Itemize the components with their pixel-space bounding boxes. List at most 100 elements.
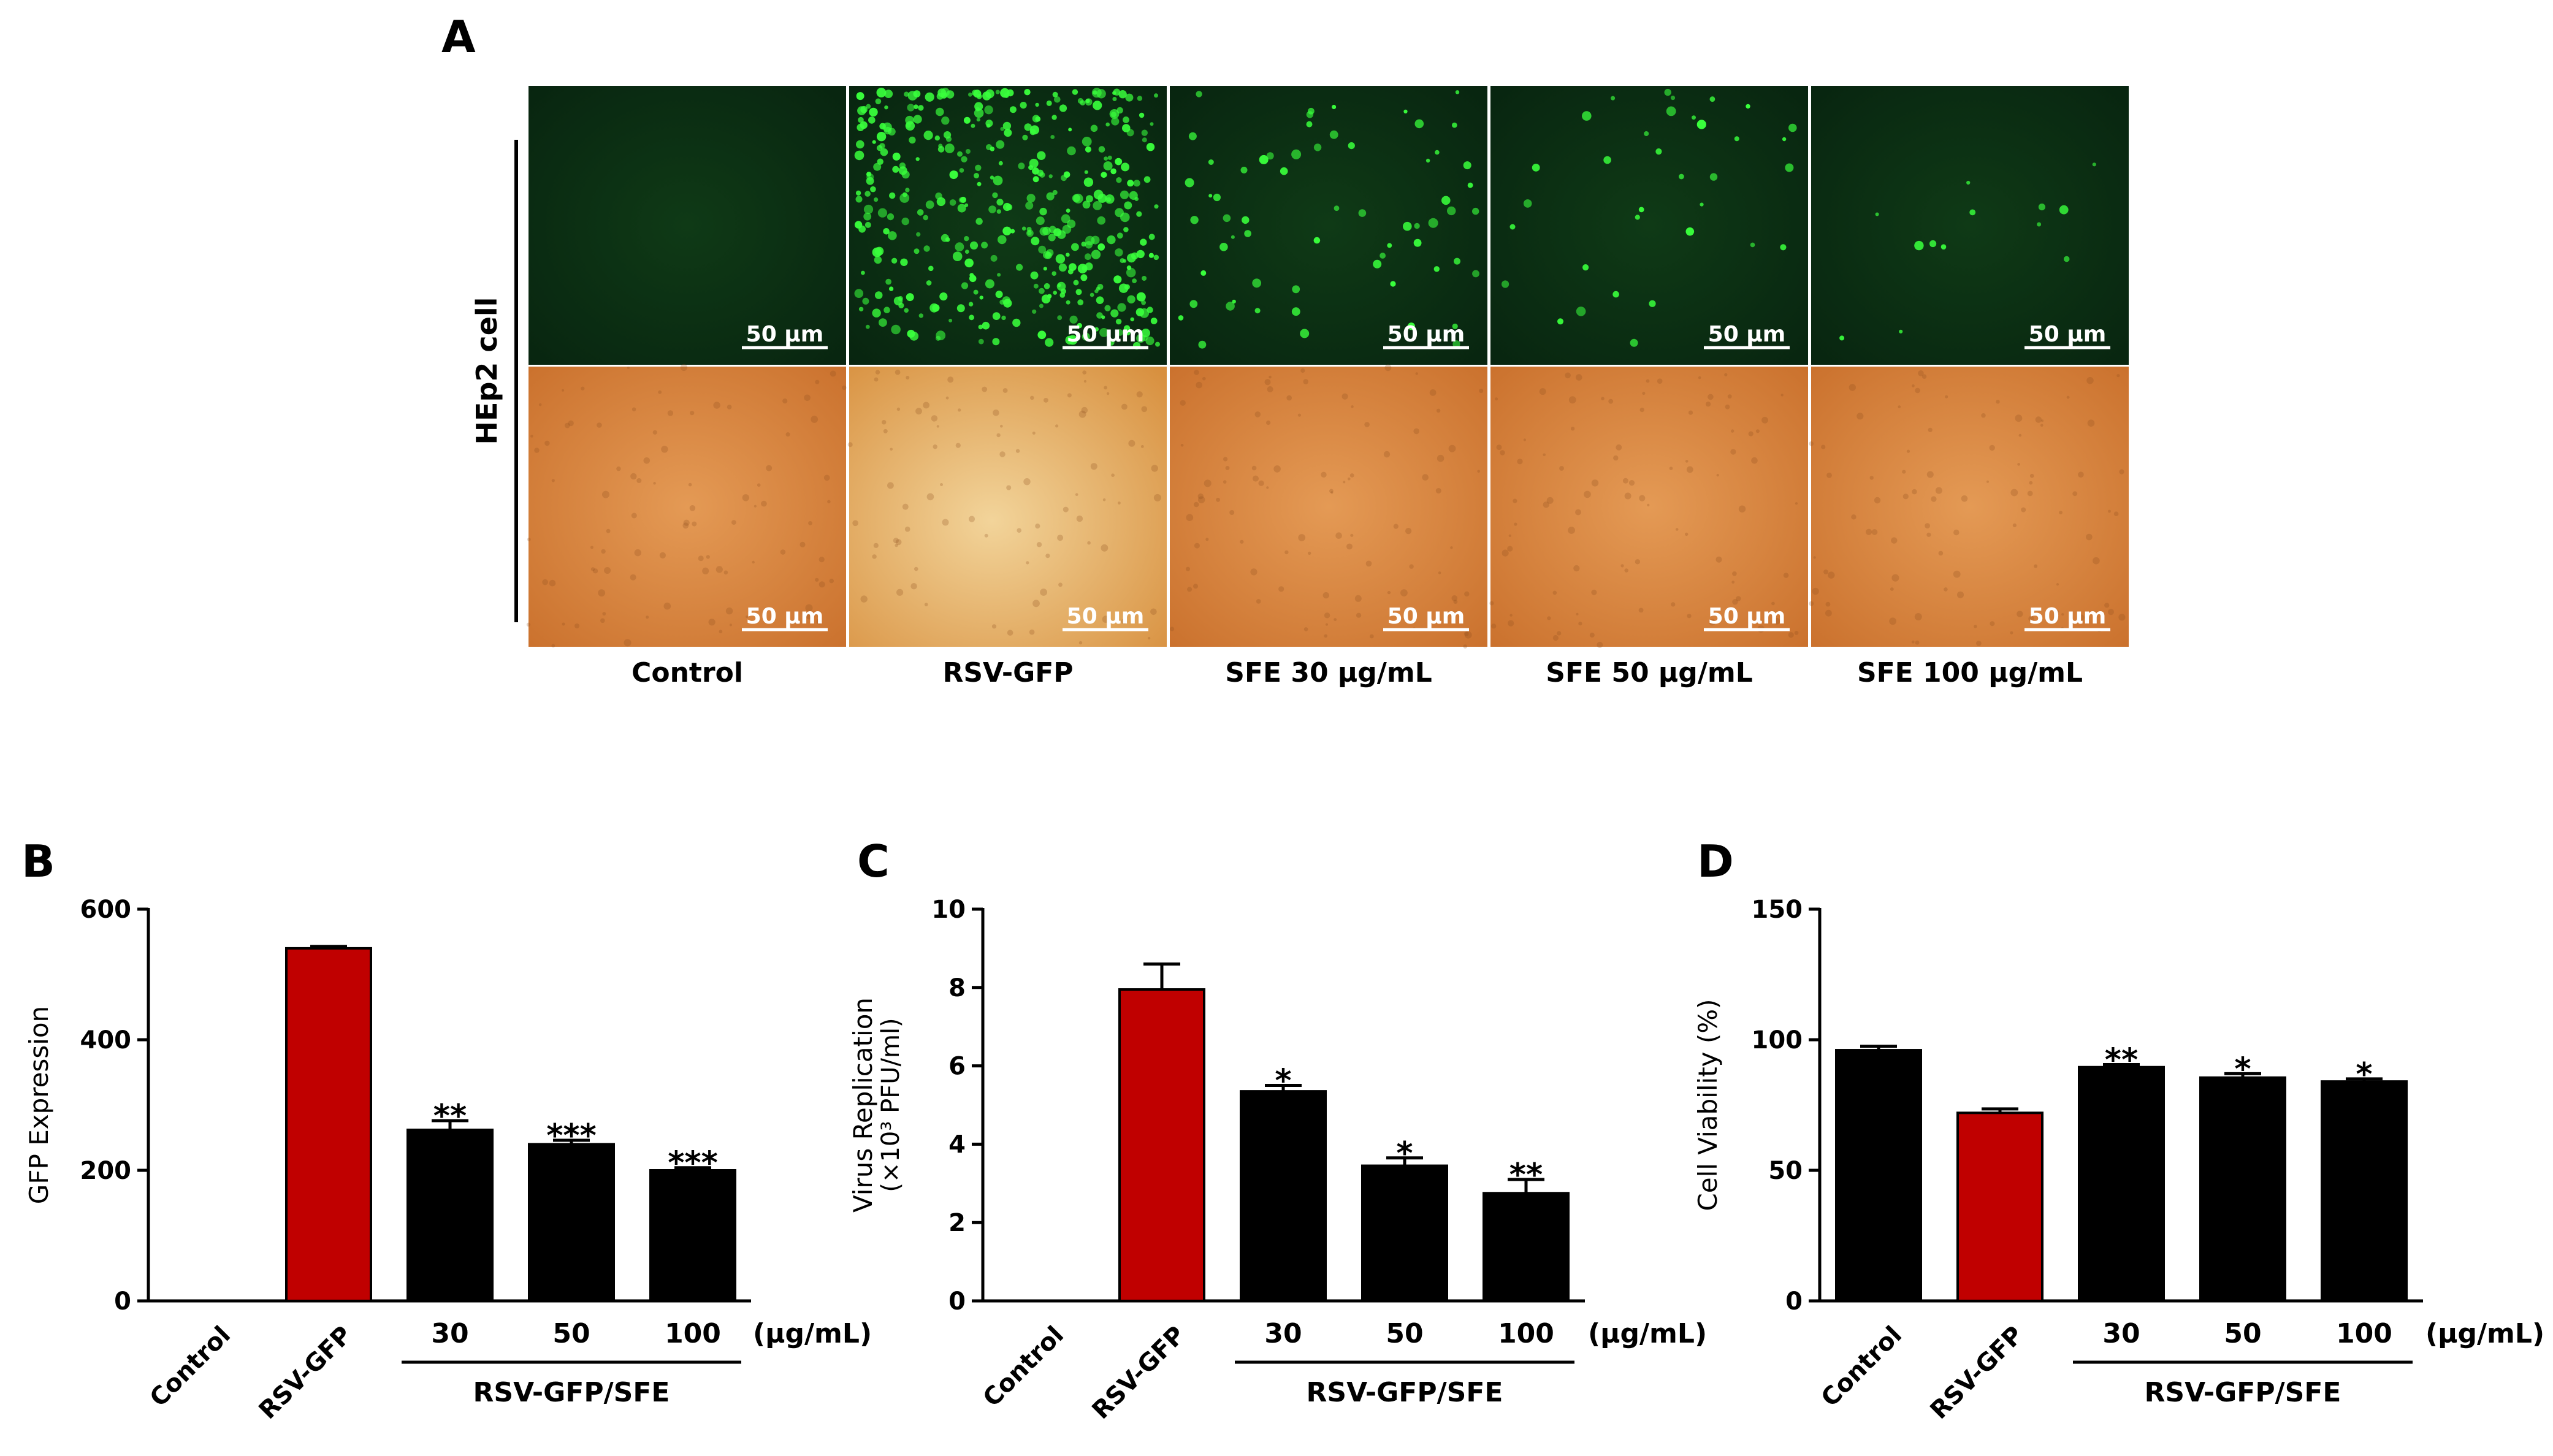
gfp-spot: [999, 299, 1005, 305]
cell-speck: [1731, 429, 1734, 433]
cell-speck: [1568, 527, 1576, 534]
gfp-spot: [1060, 288, 1066, 294]
cell-speck: [1023, 478, 1031, 486]
gfp-spot: [955, 242, 964, 252]
gfp-spot: [945, 136, 952, 142]
gfp-spot: [1132, 278, 1137, 283]
fluorescence-image: [529, 86, 846, 365]
cell-speck: [1384, 364, 1392, 372]
gfp-spot: [1387, 243, 1392, 248]
cell-speck: [1926, 471, 1934, 478]
gfp-spot: [982, 91, 991, 101]
cell-speck: [1415, 372, 1418, 375]
gfp-spot: [1358, 209, 1367, 217]
cell-speck: [1915, 640, 1920, 645]
cell-speck: [904, 526, 910, 532]
cell-speck: [1565, 372, 1571, 379]
significance-label: *: [2356, 1056, 2372, 1093]
cell-speck: [1387, 590, 1391, 595]
gfp-spot: [936, 107, 944, 116]
gfp-spot: [1334, 205, 1340, 212]
bar: [2321, 1080, 2408, 1303]
cell-speck: [653, 482, 656, 485]
cell-speck: [1365, 560, 1372, 567]
cell-speck: [1874, 497, 1881, 504]
cell-speck: [1685, 532, 1689, 536]
cell-speck: [1186, 514, 1194, 521]
scale-bar-label: 50 μm: [1708, 604, 1786, 629]
gfp-spot: [997, 273, 1001, 277]
gfp-spot: [858, 307, 864, 311]
gfp-spot: [1004, 93, 1009, 98]
gfp-spot: [1108, 339, 1115, 346]
bar: [2078, 1065, 2165, 1302]
gfp-spot: [1266, 152, 1274, 160]
cell-speck: [1216, 497, 1220, 502]
gfp-spot: [992, 338, 1000, 346]
cell-speck: [1507, 546, 1513, 552]
gfp-spot: [1649, 300, 1656, 307]
cell-speck: [1308, 551, 1311, 555]
gfp-spot: [904, 91, 909, 97]
gfp-spot: [1084, 170, 1088, 174]
gfp-spot: [936, 335, 941, 341]
cell-speck: [1278, 586, 1284, 592]
cell-speck: [1552, 590, 1557, 595]
cell-speck: [1303, 627, 1308, 631]
gfp-spot: [968, 92, 972, 97]
cell-speck: [2056, 583, 2059, 586]
cell-speck: [2113, 511, 2119, 516]
cell-speck: [1589, 632, 1595, 638]
gfp-spot: [1052, 91, 1058, 97]
cell-speck: [1087, 541, 1091, 545]
cell-speck: [1225, 466, 1230, 470]
gfp-spot: [1066, 208, 1070, 213]
cell-speck: [2086, 377, 2094, 384]
gfp-spot: [1208, 159, 1214, 165]
gfp-spot: [1069, 315, 1078, 324]
gfp-spot: [914, 248, 920, 254]
category-label: 50: [2224, 1318, 2261, 1349]
gfp-spot: [1692, 115, 1696, 120]
gfp-spot: [1091, 250, 1101, 259]
gfp-spot: [858, 116, 864, 123]
cell-speck: [680, 364, 688, 372]
gfp-spot: [998, 235, 1007, 245]
gfp-spot: [904, 308, 909, 313]
gfp-spot: [905, 115, 914, 125]
gfp-spot: [1136, 250, 1145, 259]
gfp-spot: [1154, 204, 1159, 209]
cell-speck: [2061, 613, 2064, 616]
gfp-spot: [1004, 129, 1012, 137]
cell-speck: [1559, 466, 1564, 471]
gfp-spot: [1101, 172, 1107, 178]
cell-speck: [1687, 614, 1692, 619]
gfp-spot: [1532, 164, 1540, 172]
cell-speck: [1996, 400, 2000, 404]
cell-speck: [1547, 616, 1551, 620]
cell-speck: [1335, 532, 1342, 539]
gfp-spot: [1208, 194, 1213, 198]
gfp-spot: [1582, 111, 1592, 121]
cell-speck: [602, 490, 609, 498]
gfp-spot: [1136, 211, 1142, 217]
cell-speck: [1514, 522, 1517, 526]
gfp-spot: [961, 156, 967, 162]
cell-speck: [1254, 411, 1261, 417]
gfp-spot: [1523, 199, 1532, 208]
unit-label: (μg/mL): [2425, 1318, 2544, 1349]
gfp-spot: [956, 304, 965, 313]
cell-speck: [958, 408, 961, 412]
significance-label: *: [1275, 1063, 1291, 1100]
gfp-spot: [1143, 176, 1151, 183]
gfp-spot: [1679, 173, 1684, 180]
cell-speck: [874, 377, 879, 382]
gfp-spot: [1252, 278, 1262, 288]
gfp-spot: [1142, 276, 1147, 281]
cell-speck: [1675, 528, 1679, 531]
cell-speck: [1303, 379, 1308, 384]
cell-speck: [1341, 393, 1348, 400]
gfp-spot: [1096, 296, 1104, 305]
cell-speck: [1413, 428, 1419, 435]
y-axis-label-unit: (×10³ PFU/ml): [877, 1018, 905, 1192]
